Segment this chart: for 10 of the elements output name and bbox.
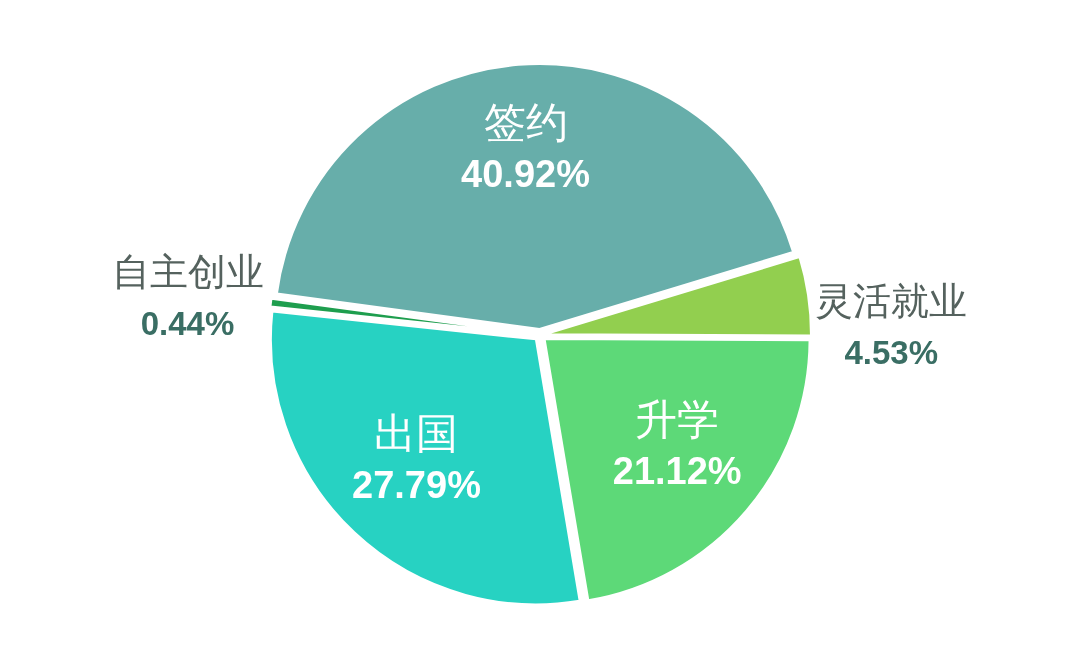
data-label: 4.53% xyxy=(844,333,939,371)
data-label: 21.12% xyxy=(612,449,742,492)
data-label: 0.44% xyxy=(140,304,235,342)
slice-label: 签约 xyxy=(483,100,568,147)
slice-label: 升学 xyxy=(635,396,720,443)
data-label: 40.92% xyxy=(461,153,590,196)
slice-label: 灵活就业 xyxy=(815,279,968,322)
slice-label: 自主创业 xyxy=(111,250,264,293)
data-label: 27.79% xyxy=(352,464,481,507)
slice-label: 出国 xyxy=(374,411,459,458)
